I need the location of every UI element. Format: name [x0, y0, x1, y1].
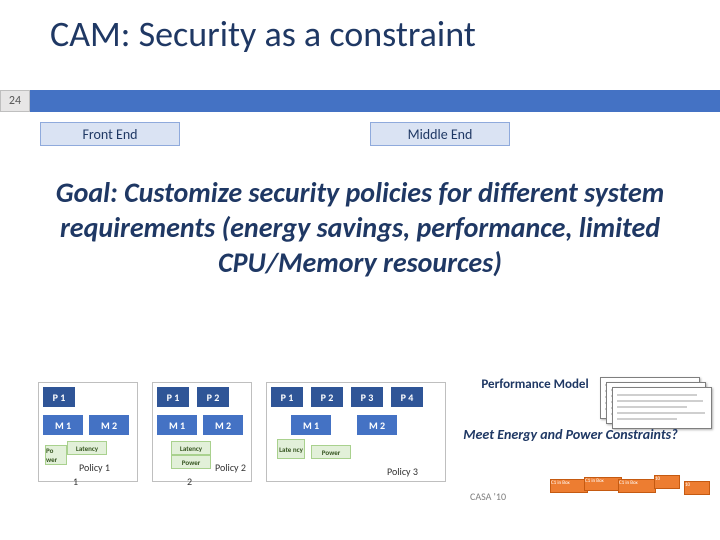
page-bar [0, 90, 720, 112]
power-box: Power [171, 455, 211, 469]
latency-box: Latency [171, 441, 211, 455]
policy-2-group: P 1 P 2 M 1 M 2 Latency Power Policy 2 2 [152, 382, 252, 482]
policy-3-group: P 1 P 2 P 3 P 4 M 1 M 2 Late ncy Power P… [266, 382, 446, 482]
doc-thumbnails [600, 377, 720, 432]
chip-stack: C1 in Box C1 in Box C1 in Box 10 10 [550, 477, 720, 507]
latency-box: Latency [67, 441, 107, 455]
m-box: M 1 [43, 415, 83, 435]
m-box: M 2 [89, 415, 129, 435]
p-box: P 3 [351, 387, 383, 407]
policy-label: Policy 1 [79, 461, 110, 474]
latency-box: Late ncy [277, 439, 305, 459]
m-box: M 1 [157, 415, 197, 435]
m-box: M 2 [203, 415, 243, 435]
doc-thumb [612, 387, 712, 429]
p-box: P 2 [197, 387, 229, 407]
p-box: P 4 [391, 387, 423, 407]
footer-text: CASA '10 [470, 490, 506, 503]
slide-title: CAM: Security as a constraint [50, 12, 476, 56]
middle-end-header: Middle End [370, 122, 510, 146]
p-box: P 1 [157, 387, 189, 407]
bottom-area: P 1 M 1 M 2 Latency Po wer Policy 1 1 P … [20, 382, 700, 522]
p-box: P 1 [271, 387, 303, 407]
policy-label: Policy 2 [215, 461, 246, 474]
page-number: 24 [0, 90, 30, 112]
power-box: Po wer [45, 445, 67, 465]
m-box: M 2 [357, 415, 397, 435]
chip: C1 in Box [550, 479, 588, 493]
p-box: P 1 [43, 387, 75, 407]
power-box: Power [311, 445, 351, 459]
policy-1-group: P 1 M 1 M 2 Latency Po wer Policy 1 1 [38, 382, 138, 482]
policy-sublabel: 2 [187, 475, 192, 488]
chip: C1 in Box [618, 479, 656, 493]
policy-sublabel: 1 [73, 475, 78, 488]
chip: C1 in Box [584, 477, 622, 491]
chip: 10 [684, 481, 710, 495]
policy-label: Policy 3 [387, 465, 418, 478]
slide: CAM: Security as a constraint 24 Front E… [0, 0, 720, 540]
p-box: P 2 [311, 387, 343, 407]
front-end-header: Front End [40, 122, 180, 146]
meet-constraints-text: Meet Energy and Power Constraints? [458, 426, 683, 443]
performance-model-label: Performance Model [470, 376, 600, 414]
m-box: M 1 [291, 415, 331, 435]
goal-text: Goal: Customize security policies for di… [20, 175, 700, 280]
chip: 10 [654, 475, 680, 489]
